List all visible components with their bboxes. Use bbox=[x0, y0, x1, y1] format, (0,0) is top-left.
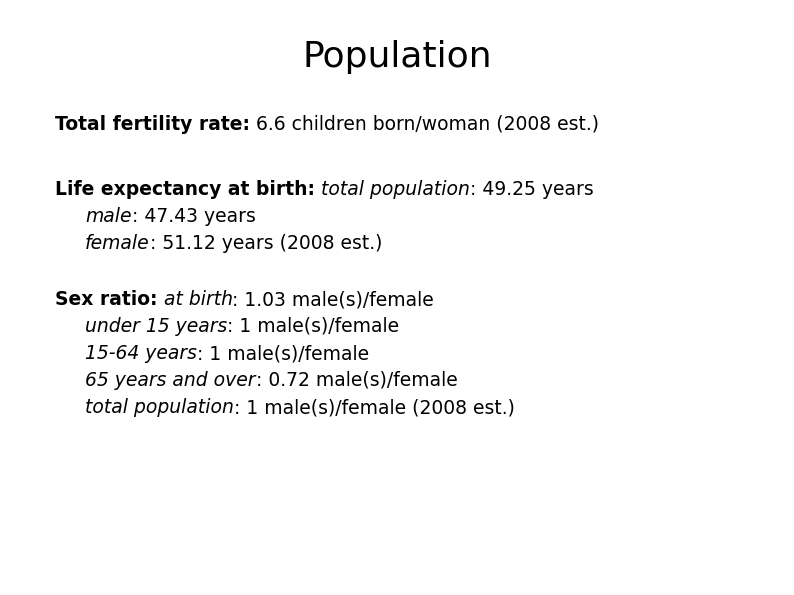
Text: : 1 male(s)/female (2008 est.): : 1 male(s)/female (2008 est.) bbox=[234, 398, 515, 417]
Text: Total fertility rate:: Total fertility rate: bbox=[55, 115, 250, 134]
Text: Population: Population bbox=[303, 40, 491, 74]
Text: 15-64 years: 15-64 years bbox=[85, 344, 197, 363]
Text: 6.6 children born/woman (2008 est.): 6.6 children born/woman (2008 est.) bbox=[250, 115, 599, 134]
Text: : 0.72 male(s)/female: : 0.72 male(s)/female bbox=[256, 371, 457, 390]
Text: : 49.25 years: : 49.25 years bbox=[470, 180, 594, 199]
Text: total population: total population bbox=[321, 180, 470, 199]
Text: : 1 male(s)/female: : 1 male(s)/female bbox=[197, 344, 369, 363]
Text: male: male bbox=[85, 207, 132, 226]
Text: : 51.12 years (2008 est.): : 51.12 years (2008 est.) bbox=[149, 234, 382, 253]
Text: : 1 male(s)/female: : 1 male(s)/female bbox=[227, 317, 399, 336]
Text: under 15 years: under 15 years bbox=[85, 317, 227, 336]
Text: : 1.03 male(s)/female: : 1.03 male(s)/female bbox=[233, 290, 434, 309]
Text: : 47.43 years: : 47.43 years bbox=[132, 207, 256, 226]
Text: Sex ratio:: Sex ratio: bbox=[55, 290, 157, 309]
Text: female: female bbox=[85, 234, 149, 253]
Text: 65 years and over: 65 years and over bbox=[85, 371, 256, 390]
Text: Life expectancy at birth:: Life expectancy at birth: bbox=[55, 180, 315, 199]
Text: at birth: at birth bbox=[164, 290, 233, 309]
Text: total population: total population bbox=[85, 398, 234, 417]
